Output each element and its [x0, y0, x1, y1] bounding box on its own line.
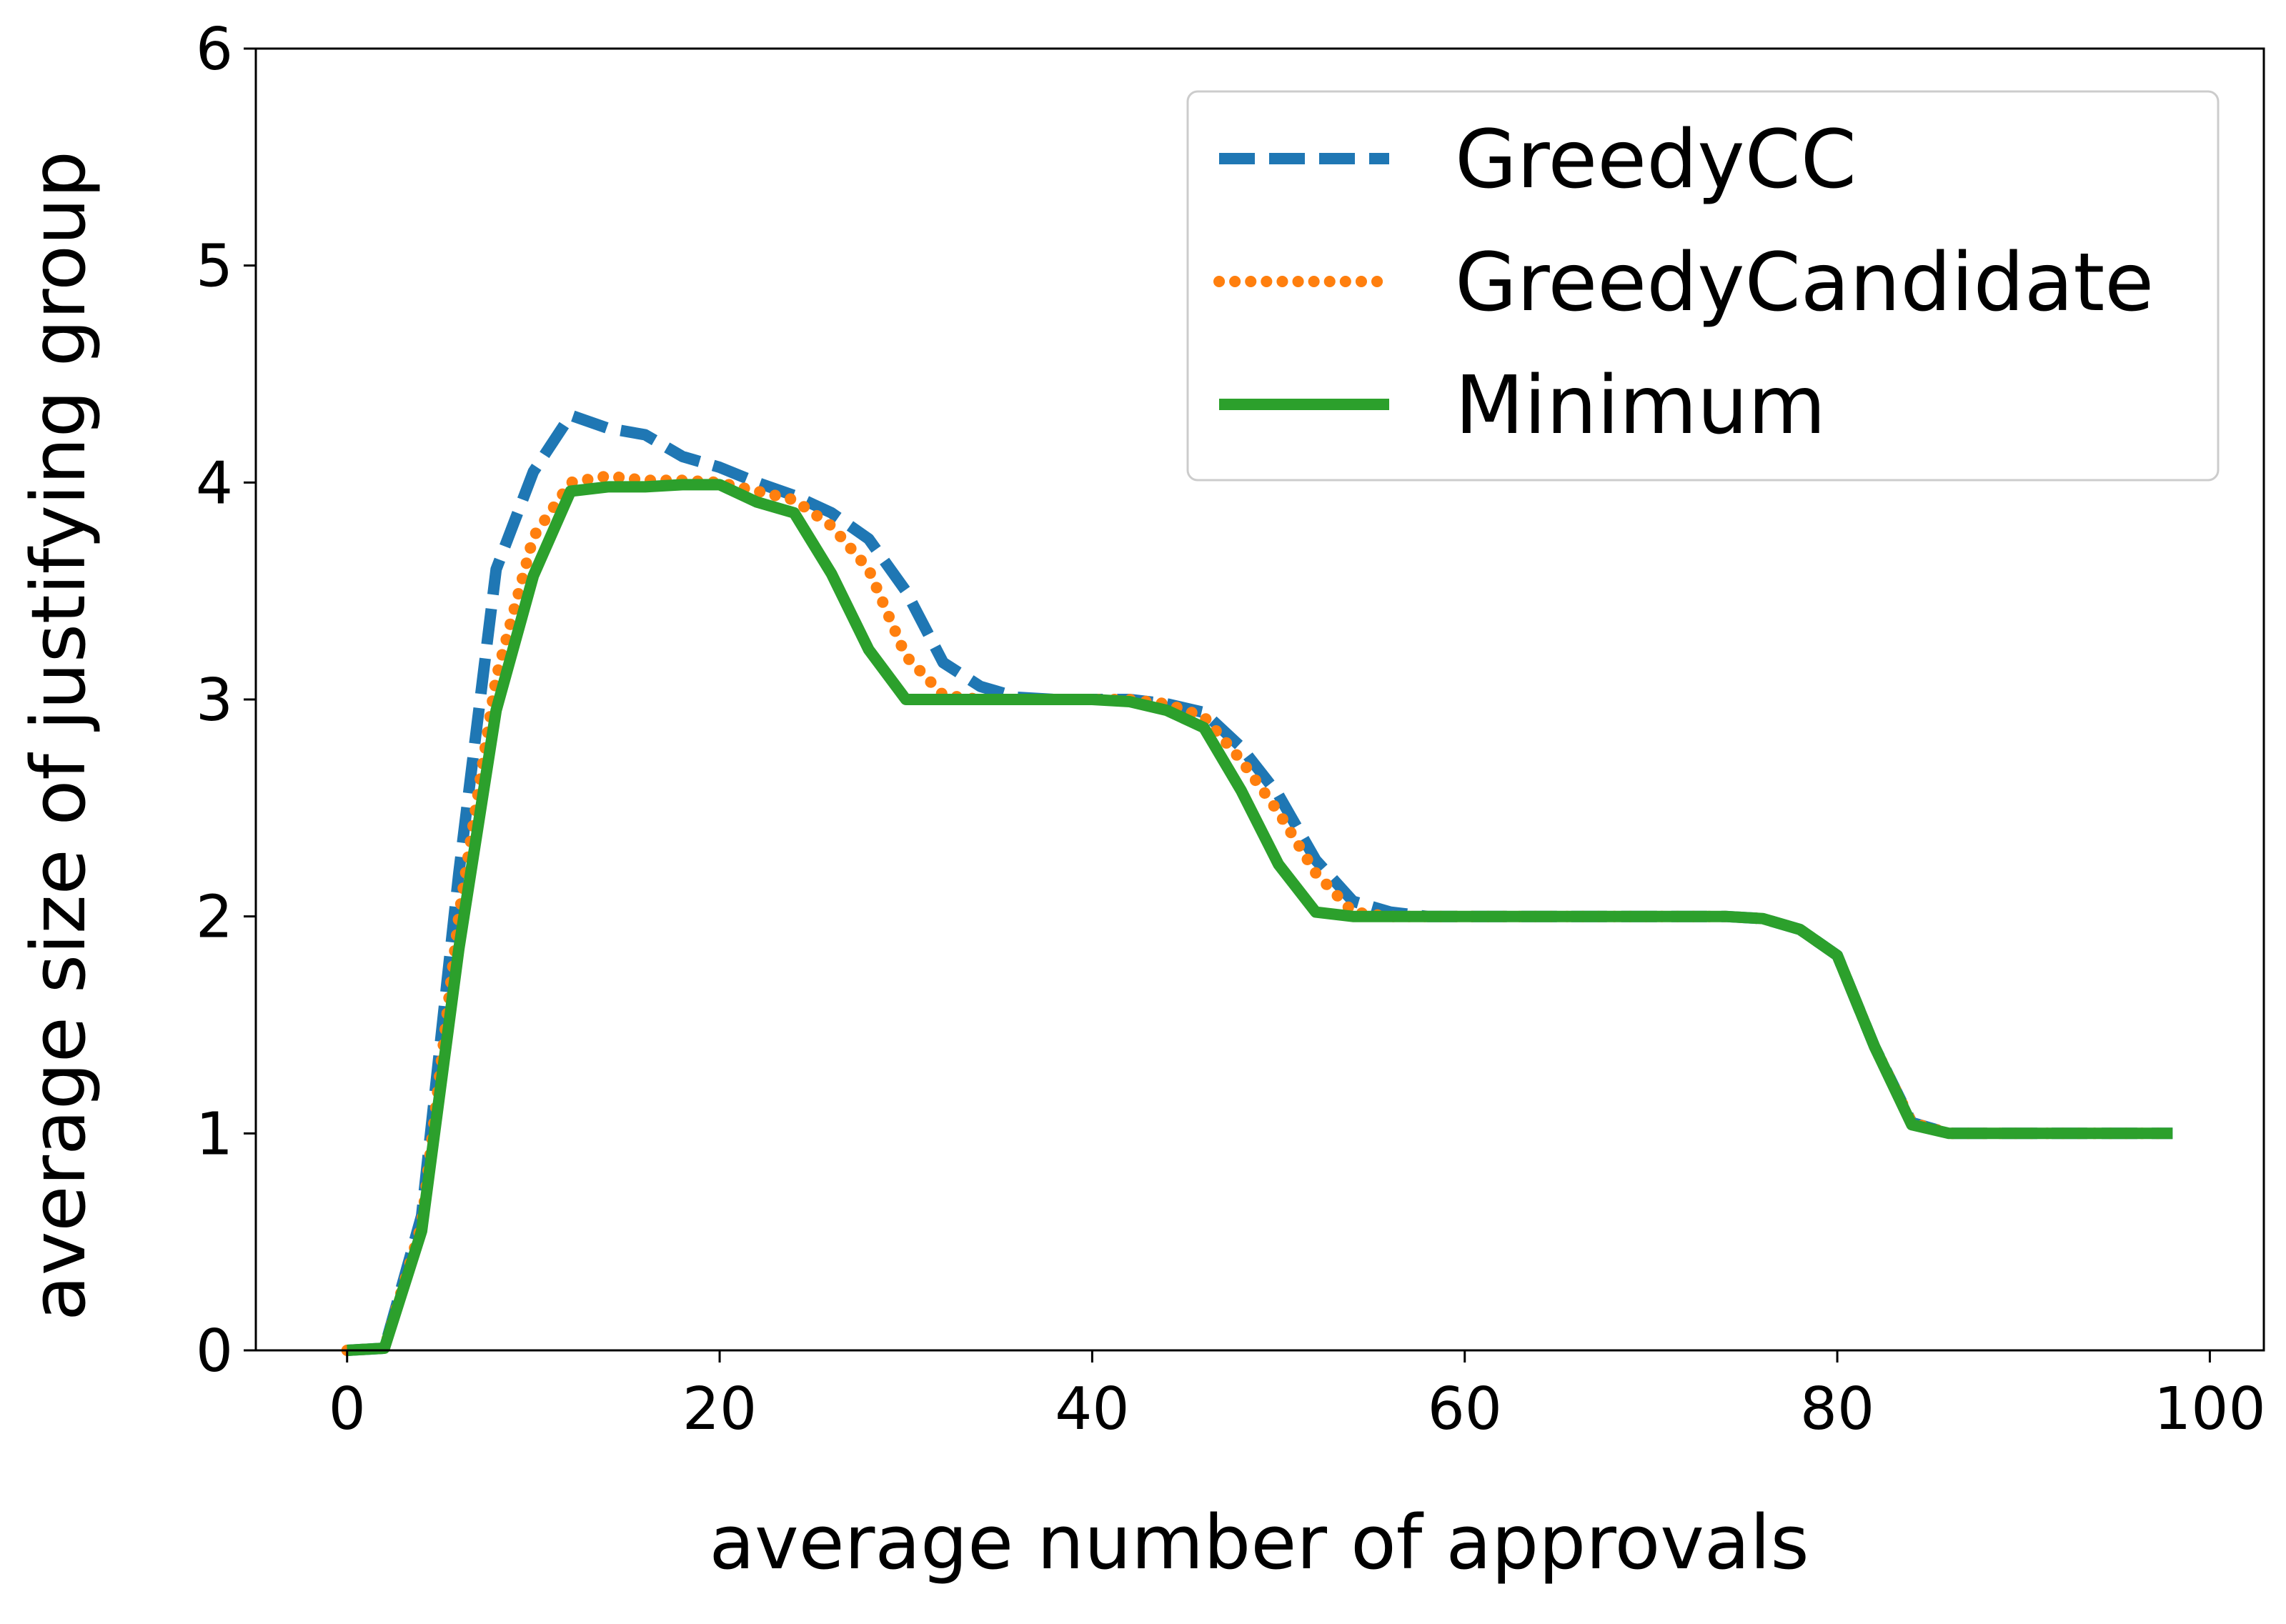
x-tick-label: 100 — [2154, 1375, 2266, 1443]
y-tick-label: 4 — [196, 449, 233, 517]
x-tick-label: 60 — [1428, 1375, 1502, 1443]
y-tick-label: 3 — [196, 667, 233, 734]
y-tick-label: 0 — [196, 1317, 233, 1385]
y-tick-label: 6 — [196, 16, 233, 84]
legend: GreedyCC GreedyCandidate Minimum — [1186, 90, 2220, 482]
y-tick-label: 1 — [196, 1100, 233, 1168]
x-tick-label: 80 — [1800, 1375, 1874, 1443]
y-tick-label: 5 — [196, 233, 233, 301]
legend-label-minimum: Minimum — [1455, 359, 1826, 452]
legend-box — [1186, 90, 2220, 482]
legend-label-greedycc: GreedyCC — [1455, 114, 1857, 206]
legend-items: GreedyCC GreedyCandidate Minimum — [1213, 114, 2154, 452]
x-tick-label: 20 — [682, 1375, 757, 1443]
plot-lines — [341, 409, 2179, 1356]
x-tick-label: 0 — [329, 1375, 366, 1443]
y-axis-ticks: 0 1 2 3 4 5 6 — [196, 16, 256, 1385]
x-axis-label: average number of approvals — [709, 1499, 1809, 1586]
x-axis-ticks: 0 20 40 60 80 100 — [329, 1350, 2266, 1443]
x-tick-label: 40 — [1055, 1375, 1129, 1443]
y-axis-label: average size of justifying group — [15, 151, 102, 1321]
legend-label-greedycandidate: GreedyCandidate — [1455, 236, 2154, 329]
series-line-minimum — [347, 479, 2173, 1356]
y-tick-label: 2 — [196, 884, 233, 952]
